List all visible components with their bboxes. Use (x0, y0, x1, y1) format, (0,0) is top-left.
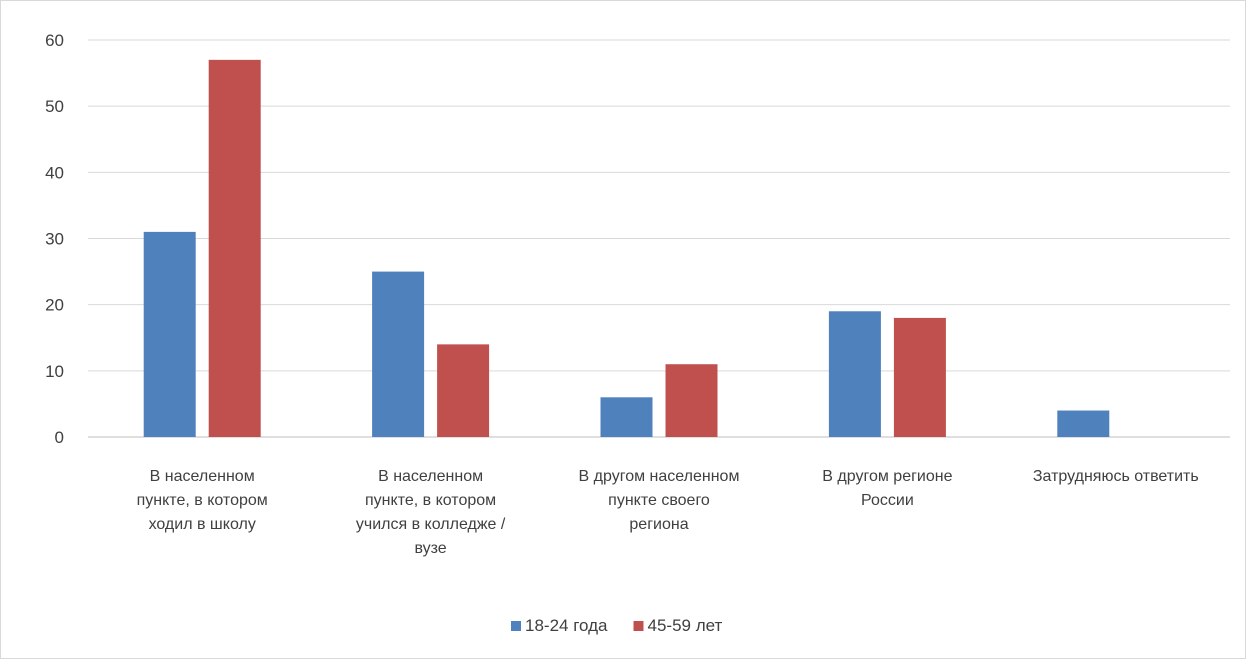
y-tick-label: 40 (45, 163, 64, 182)
x-category-label: пункте, в котором (365, 492, 496, 509)
bar-series-1-category-1 (143, 231, 196, 437)
y-tick-label: 0 (55, 428, 64, 447)
y-tick-label: 50 (45, 97, 64, 116)
x-category-label: пункте, в котором (137, 492, 268, 509)
y-tick-label: 60 (45, 31, 64, 50)
x-category-label: Затрудняюсь ответить (1033, 468, 1199, 485)
gridlines (88, 39, 1230, 438)
bar-series-2-category-2 (437, 344, 490, 437)
bars (143, 59, 1110, 437)
y-tick-label: 10 (45, 362, 64, 381)
y-tick-label: 30 (45, 230, 64, 249)
legend-swatch (511, 621, 521, 631)
x-category-label: учился в колледже / (356, 516, 506, 533)
x-category-label: России (861, 492, 914, 509)
x-category-label: ходил в школу (149, 516, 256, 533)
x-category-label: пункте своего (608, 492, 710, 509)
legend: 18-24 года 45-59 лет (511, 616, 723, 635)
y-tick-label: 20 (45, 296, 64, 315)
bar-series-1-category-2 (372, 271, 425, 437)
bar-series-1-category-5 (1057, 410, 1110, 437)
x-category-label: В другом регионе (822, 468, 952, 485)
x-category-label: вузе (414, 540, 446, 557)
bar-series-2-category-3 (665, 364, 718, 437)
bar-series-2-category-1 (208, 59, 261, 437)
legend-swatch (633, 621, 644, 631)
bar-series-1-category-3 (600, 397, 653, 437)
x-category-label: В населенном (378, 468, 483, 485)
x-axis-labels: В населенном пункте, в котором ходил в шко… (137, 468, 1199, 557)
y-axis-ticks: 0 10 20 30 40 50 60 (45, 31, 64, 447)
x-category-label: В другом населенном (579, 468, 740, 485)
legend-label: 18-24 года (525, 616, 608, 635)
bar-series-2-category-4 (893, 317, 946, 437)
x-category-label: региона (629, 516, 688, 533)
legend-label: 45-59 лет (648, 616, 723, 635)
bar-series-1-category-4 (828, 311, 881, 437)
x-category-label: В населенном (150, 468, 255, 485)
